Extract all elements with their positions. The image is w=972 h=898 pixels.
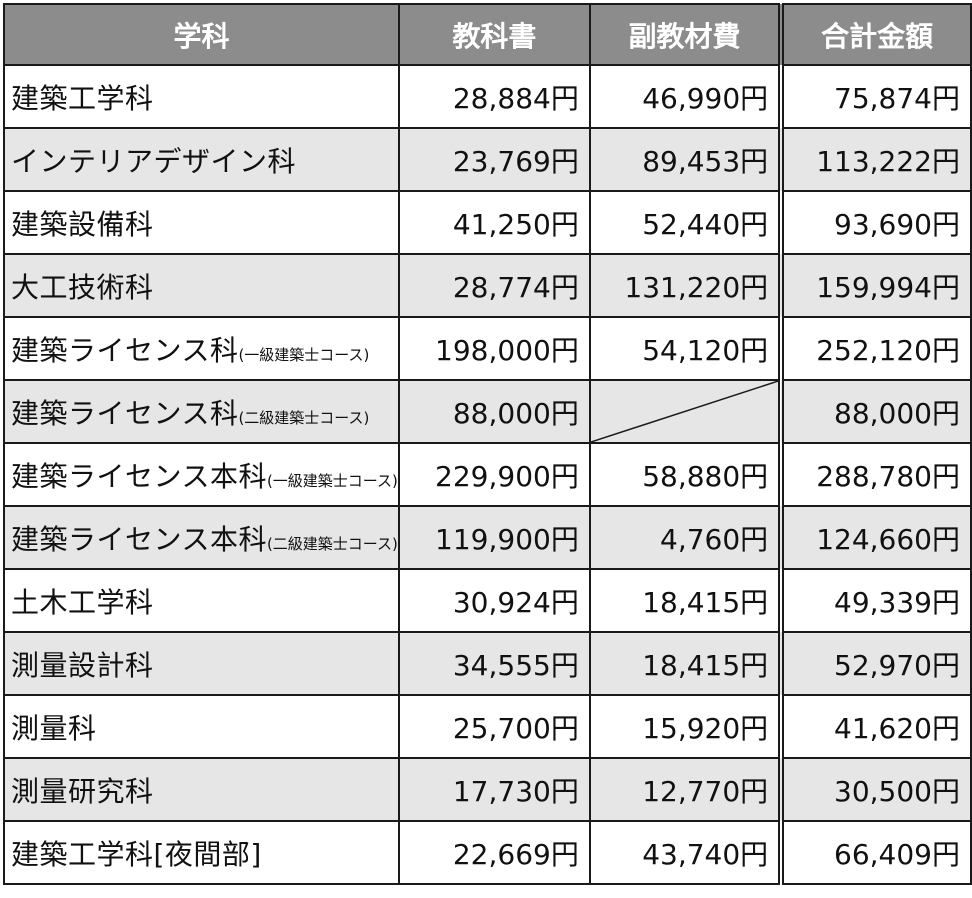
table-row: 測量科 25,700円 15,920円 41,620円 [3,694,972,759]
textbook-cost: 34,555円 [397,631,591,696]
supplementary-cost-empty [588,379,783,444]
total-cost: 41,620円 [778,694,972,759]
supplementary-cost: 18,415円 [588,631,783,696]
textbook-cost: 23,769円 [397,127,591,192]
table-row: 建築設備科 41,250円 52,440円 93,690円 [3,190,972,255]
total-cost: 159,994円 [778,253,972,318]
table-row: 建築ライセンス本科(二級建築士コース) 119,900円 4,760円 124,… [3,505,972,570]
header-row: 学科 教科書 副教材費 合計金額 [3,3,972,66]
textbook-cost: 198,000円 [397,316,591,381]
header-textbook: 教科書 [397,3,591,66]
textbook-cost: 30,924円 [397,568,591,633]
department-name: 土木工学科 [3,568,400,633]
supplementary-cost: 131,220円 [588,253,783,318]
table-row: 建築ライセンス科(一級建築士コース) 198,000円 54,120円 252,… [3,316,972,381]
supplementary-cost: 58,880円 [588,442,783,507]
supplementary-cost: 46,990円 [588,64,783,129]
header-total: 合計金額 [778,3,972,66]
textbook-cost: 25,700円 [397,694,591,759]
total-cost: 252,120円 [778,316,972,381]
total-cost: 113,222円 [778,127,972,192]
department-name: インテリアデザイン科 [3,127,400,192]
department-name: 測量科 [3,694,400,759]
header-department: 学科 [3,3,400,66]
department-name: 建築ライセンス科(一級建築士コース) [3,316,400,381]
textbook-cost: 17,730円 [397,757,591,822]
textbook-cost: 28,884円 [397,64,591,129]
department-name: 大工技術科 [3,253,400,318]
department-name: 建築設備科 [3,190,400,255]
total-cost: 124,660円 [778,505,972,570]
textbook-cost: 119,900円 [397,505,591,570]
table-row: インテリアデザイン科 23,769円 89,453円 113,222円 [3,127,972,192]
textbook-cost: 229,900円 [397,442,591,507]
total-cost: 66,409円 [778,820,972,885]
supplementary-cost: 54,120円 [588,316,783,381]
department-name: 建築ライセンス本科(一級建築士コース) [3,442,400,507]
total-cost: 93,690円 [778,190,972,255]
textbook-cost: 41,250円 [397,190,591,255]
department-name: 測量研究科 [3,757,400,822]
total-cost: 52,970円 [778,631,972,696]
supplementary-cost: 12,770円 [588,757,783,822]
department-name: 測量設計科 [3,631,400,696]
header-supplementary: 副教材費 [588,3,783,66]
supplementary-cost: 52,440円 [588,190,783,255]
supplementary-cost: 89,453円 [588,127,783,192]
table-row: 建築工学科 28,884円 46,990円 75,874円 [3,64,972,129]
total-cost: 88,000円 [778,379,972,444]
textbook-cost: 88,000円 [397,379,591,444]
department-name: 建築ライセンス科(二級建築士コース) [3,379,400,444]
total-cost: 30,500円 [778,757,972,822]
course-note: (二級建築士コース) [266,534,398,553]
table-row: 大工技術科 28,774円 131,220円 159,994円 [3,253,972,318]
supplementary-cost: 18,415円 [588,568,783,633]
department-name: 建築工学科[夜間部] [3,820,400,885]
fee-table: 学科 教科書 副教材費 合計金額 建築工学科 28,884円 46,990円 7… [3,3,972,885]
textbook-cost: 28,774円 [397,253,591,318]
supplementary-cost: 15,920円 [588,694,783,759]
supplementary-cost: 4,760円 [588,505,783,570]
course-note: (一級建築士コース) [238,345,370,364]
department-name: 建築工学科 [3,64,400,129]
total-cost: 288,780円 [778,442,972,507]
course-note: (一級建築士コース) [266,471,398,490]
table-row: 測量設計科 34,555円 18,415円 52,970円 [3,631,972,696]
table-row: 測量研究科 17,730円 12,770円 30,500円 [3,757,972,822]
table-row: 建築ライセンス科(二級建築士コース) 88,000円 88,000円 [3,379,972,444]
diagonal-strike [591,381,778,442]
textbook-cost: 22,669円 [397,820,591,885]
total-cost: 49,339円 [778,568,972,633]
supplementary-cost: 43,740円 [588,820,783,885]
table-row: 土木工学科 30,924円 18,415円 49,339円 [3,568,972,633]
total-cost: 75,874円 [778,64,972,129]
course-note: (二級建築士コース) [238,408,370,427]
table-row: 建築ライセンス本科(一級建築士コース) 229,900円 58,880円 288… [3,442,972,507]
department-name: 建築ライセンス本科(二級建築士コース) [3,505,400,570]
table-row: 建築工学科[夜間部] 22,669円 43,740円 66,409円 [3,820,972,885]
